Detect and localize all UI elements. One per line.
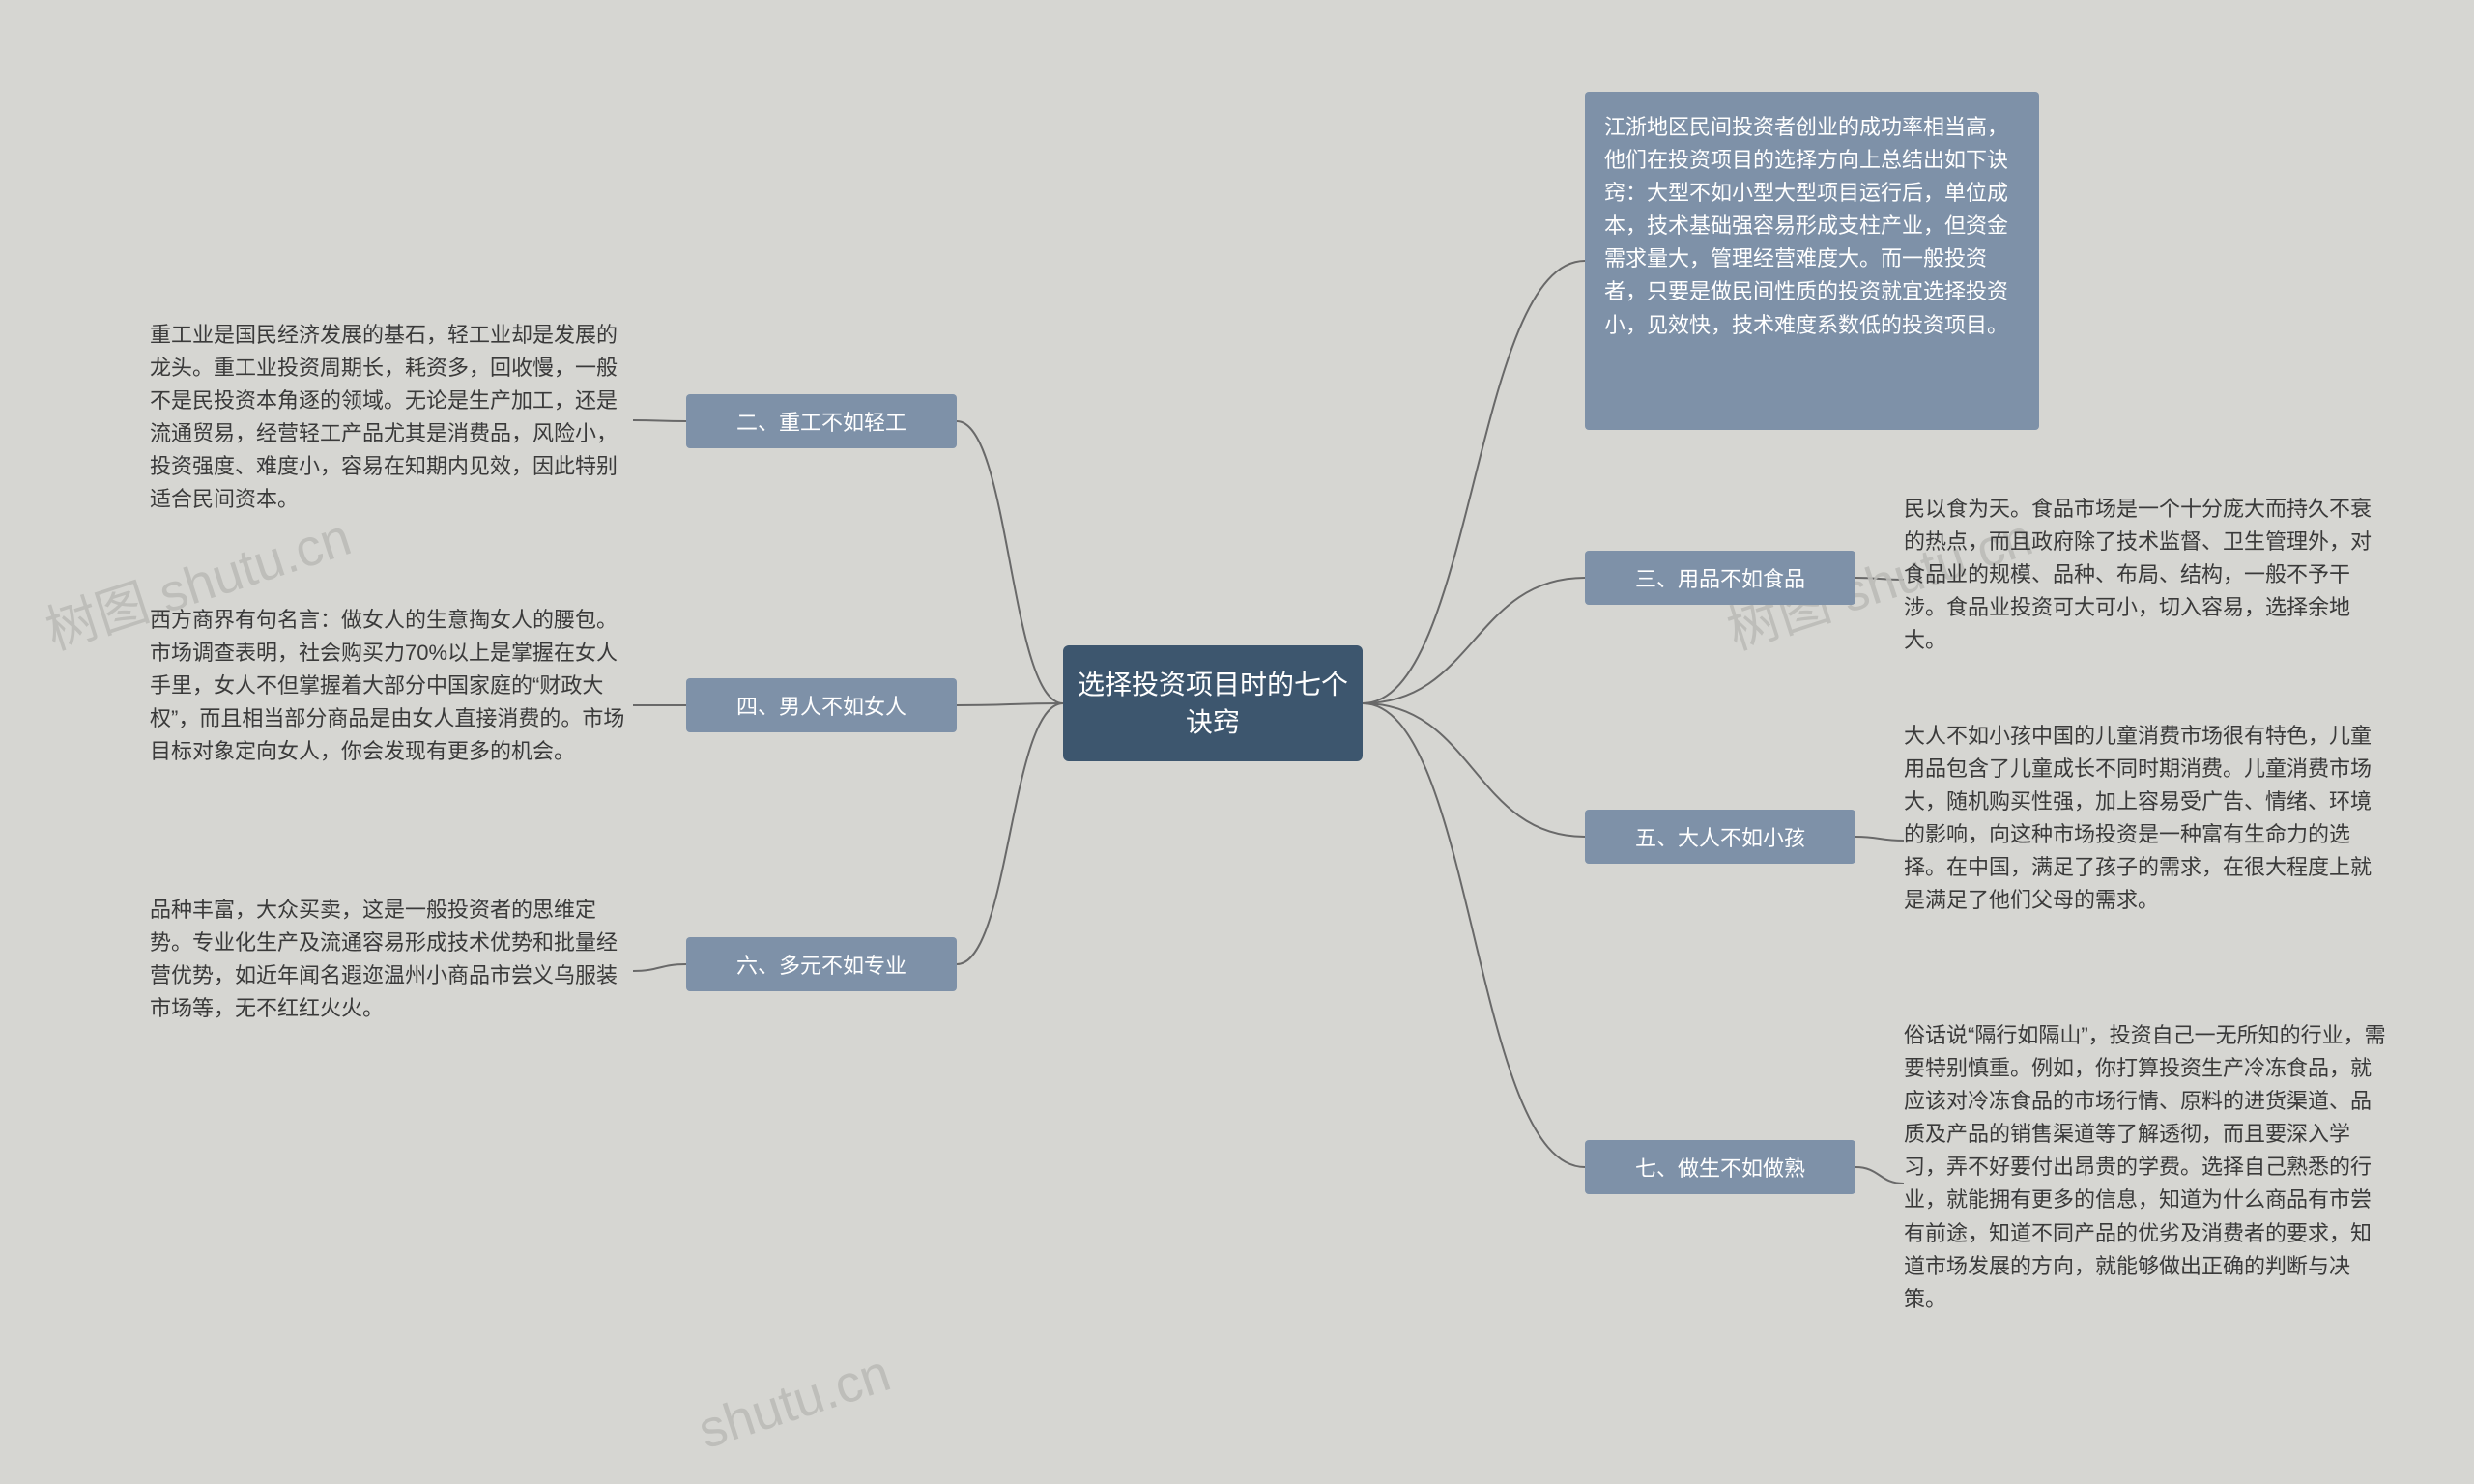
branch-desc: 重工业是国民经济发展的基石，轻工业却是发展的龙头。重工业投资周期长，耗资多，回收… xyxy=(150,319,633,522)
branch-desc: 品种丰富，大众买卖，这是一般投资者的思维定势。专业化生产及流通容易形成技术优势和… xyxy=(150,894,633,1048)
watermark: shutu.cn xyxy=(691,1343,897,1461)
branch-desc: 大人不如小孩中国的儿童消费市场很有特色，儿童用品包含了儿童成长不同时期消费。儿童… xyxy=(1904,720,2387,961)
branch-desc: 民以食为天。食品市场是一个十分庞大而持久不衰的热点，而且政府除了技术监督、卫生管… xyxy=(1904,493,2387,667)
branch-label: 六、多元不如专业 xyxy=(736,949,906,980)
branch-desc: 俗话说“隔行如隔山”，投资自己一无所知的行业，需要特别慎重。例如，你打算投资生产… xyxy=(1904,1019,2387,1348)
center-topic-text: 选择投资项目时的七个诀窍 xyxy=(1073,666,1353,741)
branch-node: 三、用品不如食品 xyxy=(1585,551,1856,605)
branch-node: 七、做生不如做熟 xyxy=(1585,1140,1856,1194)
branch-node: 五、大人不如小孩 xyxy=(1585,810,1856,864)
branch-label: 二、重工不如轻工 xyxy=(736,406,906,437)
branch-node: 二、重工不如轻工 xyxy=(686,394,957,448)
branch-highlight: 江浙地区民间投资者创业的成功率相当高，他们在投资项目的选择方向上总结出如下诀窍：… xyxy=(1585,92,2039,430)
branch-label: 四、男人不如女人 xyxy=(736,690,906,721)
branch-desc: 西方商界有句名言：做女人的生意掏女人的腰包。市场调查表明，社会购买力70%以上是… xyxy=(150,604,633,807)
branch-label: 三、用品不如食品 xyxy=(1635,562,1805,593)
branch-node: 四、男人不如女人 xyxy=(686,678,957,732)
branch-node: 六、多元不如专业 xyxy=(686,937,957,991)
branch-label: 七、做生不如做熟 xyxy=(1635,1152,1805,1183)
center-topic: 选择投资项目时的七个诀窍 xyxy=(1063,645,1363,761)
branch-label: 五、大人不如小孩 xyxy=(1635,821,1805,852)
